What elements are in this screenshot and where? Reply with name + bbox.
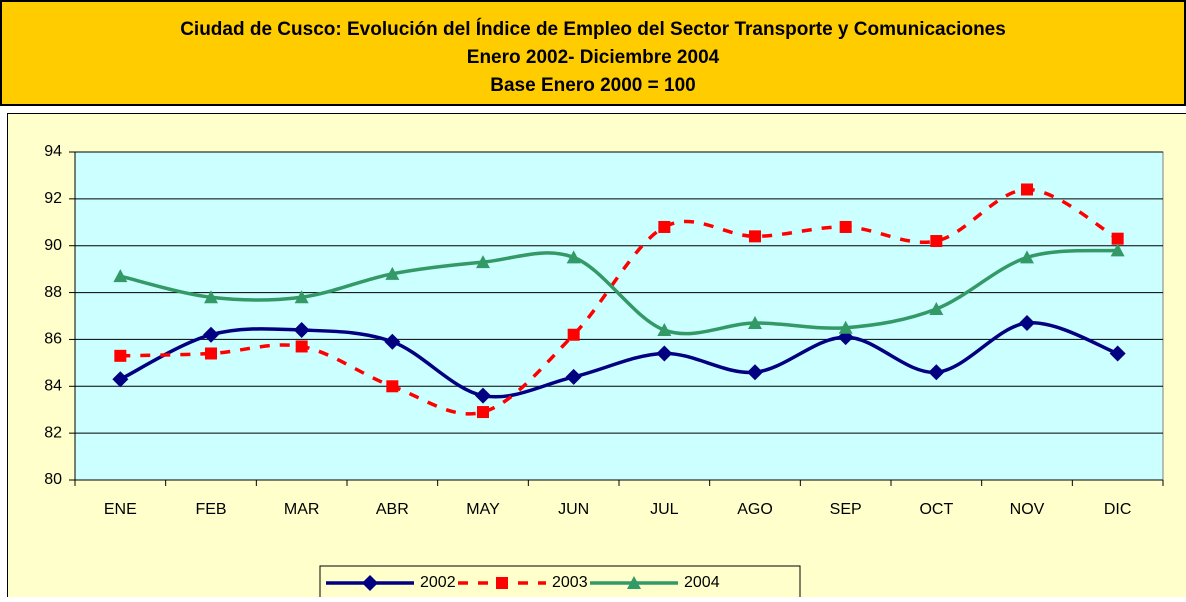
x-tick-label: JUL xyxy=(650,501,679,518)
y-tick-label: 84 xyxy=(44,378,62,395)
legend-label: 2003 xyxy=(552,574,588,591)
y-tick-label: 92 xyxy=(44,190,62,207)
chart-subtitle: Enero 2002- Diciembre 2004 xyxy=(467,47,720,68)
x-tick-label: SEP xyxy=(830,501,862,518)
x-tick-label: MAR xyxy=(284,501,320,518)
x-tick-label: DIC xyxy=(1104,501,1132,518)
y-tick-label: 86 xyxy=(44,331,62,348)
x-tick-label: ENE xyxy=(104,501,137,518)
legend-label: 2002 xyxy=(420,574,456,591)
x-tick-label: ABR xyxy=(376,501,409,518)
data-point xyxy=(114,350,126,362)
chart-title: Ciudad de Cusco: Evolución del Índice de… xyxy=(180,18,1006,40)
data-point xyxy=(296,340,308,352)
data-point xyxy=(477,406,489,418)
data-point xyxy=(658,221,670,233)
chart-subtitle: Base Enero 2000 = 100 xyxy=(490,75,695,96)
x-tick-label: MAY xyxy=(466,501,500,518)
data-point xyxy=(749,230,761,242)
x-tick-label: JUN xyxy=(558,501,589,518)
data-point xyxy=(840,221,852,233)
y-tick-label: 80 xyxy=(44,471,62,488)
data-point xyxy=(568,329,580,341)
y-tick-label: 90 xyxy=(44,237,62,254)
legend-label: 2004 xyxy=(684,574,720,591)
legend-marker xyxy=(496,577,508,589)
plot-area xyxy=(75,152,1163,480)
x-tick-label: NOV xyxy=(1010,501,1045,518)
y-tick-label: 94 xyxy=(44,143,62,160)
data-point xyxy=(1021,183,1033,195)
data-point xyxy=(930,235,942,247)
x-tick-label: OCT xyxy=(919,501,953,518)
x-tick-label: FEB xyxy=(195,501,226,518)
data-point xyxy=(205,347,217,359)
data-point xyxy=(1112,233,1124,245)
y-tick-label: 82 xyxy=(44,424,62,441)
y-tick-label: 88 xyxy=(44,284,62,301)
data-point xyxy=(386,380,398,392)
x-tick-label: AGO xyxy=(737,501,773,518)
